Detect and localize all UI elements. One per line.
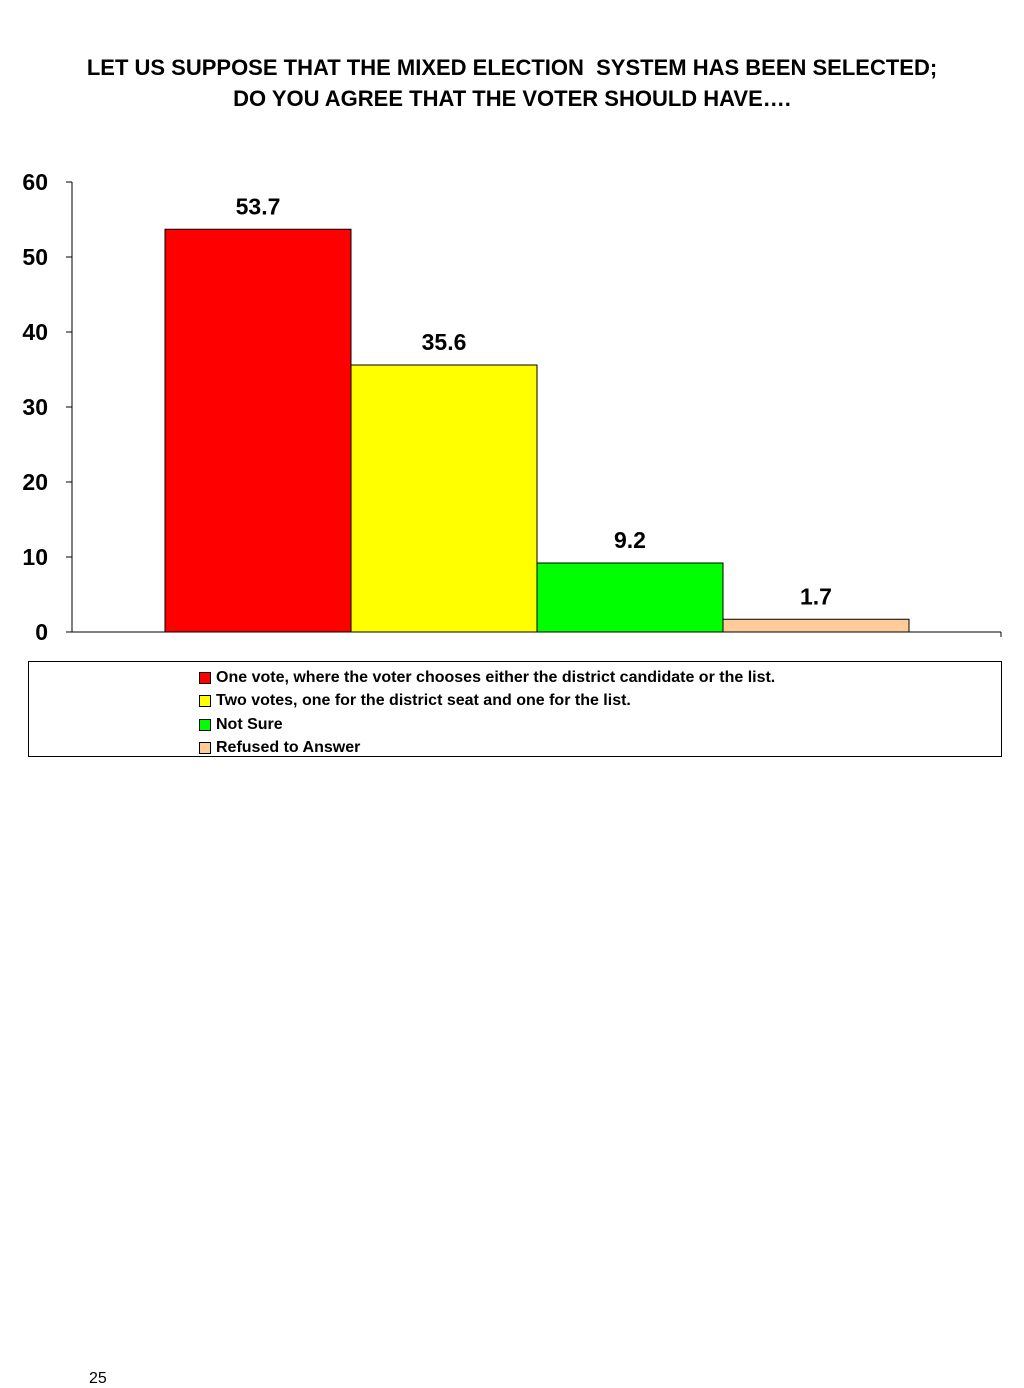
bar-3 [722,618,910,633]
legend-item-not-sure: Not Sure [199,713,775,737]
legend-item-one-vote: One vote, where the voter chooses either… [199,666,775,690]
y-tick-label-40: 40 [22,319,48,345]
chart-title: LET US SUPPOSE THAT THE MIXED ELECTION S… [0,52,1024,114]
legend-swatch-two-votes [199,695,211,708]
y-tick-label-20: 20 [22,469,48,495]
legend-label-one-vote: One vote, where the voter chooses either… [216,668,776,686]
y-tick-label-0: 0 [35,619,48,645]
y-tick-label-30: 30 [22,394,48,420]
legend-item-two-votes: Two votes, one for the district seat and… [199,690,775,714]
bar-1 [350,364,538,633]
bar-0 [164,228,352,633]
legend-swatch-one-vote [199,671,211,684]
legend-item-refused: Refused to Answer [199,737,775,761]
data-label-3: 1.7 [800,583,832,609]
legend-swatch-refused [199,742,211,755]
bar-chart: 0 10 20 30 40 50 60 53.7 35.6 9.2 1.7 [22,169,1002,645]
chart-title-line-1: LET US SUPPOSE THAT THE MIXED ELECTION S… [86,55,938,80]
page-number: 25 [89,1370,107,1387]
y-tick-label-10: 10 [22,544,48,570]
y-tick-label-50: 50 [22,244,48,270]
data-label-1: 35.6 [422,329,467,355]
chart-title-line-2: DO YOU AGREE THAT THE VOTER SHOULD HAVE…… [233,86,791,111]
data-label-0: 53.7 [236,193,281,219]
legend-label-refused: Refused to Answer [216,739,361,757]
legend-list: One vote, where the voter chooses either… [199,666,775,760]
data-label-2: 9.2 [614,527,646,553]
y-tick-label-60: 60 [22,169,48,195]
bar-2 [536,562,724,633]
chart-legend: One vote, where the voter chooses either… [28,661,1002,1387]
legend-label-not-sure: Not Sure [216,715,283,733]
legend-label-two-votes: Two votes, one for the district seat and… [216,692,631,710]
legend-swatch-not-sure [199,718,211,731]
